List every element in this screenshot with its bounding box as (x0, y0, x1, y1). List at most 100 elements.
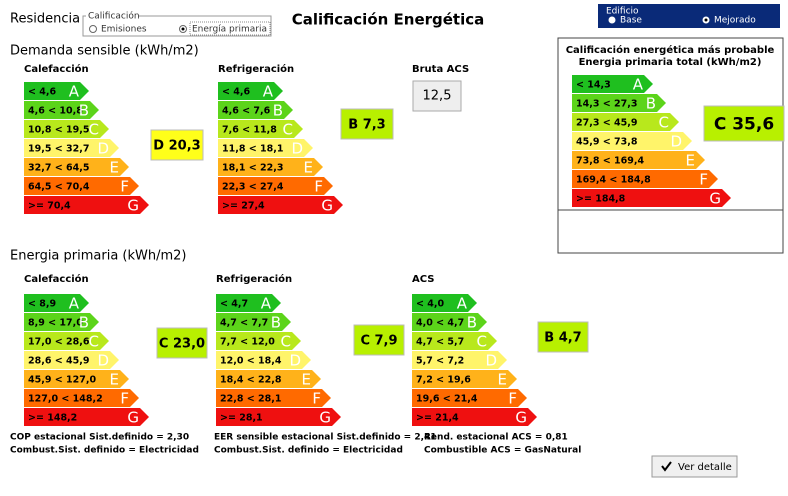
rating-bar (412, 332, 497, 350)
rating-letter: G (709, 190, 721, 208)
rating-value: B 4,7 (544, 331, 581, 346)
ver-detalle-button[interactable] (651, 455, 738, 478)
range-label: 22,8 < 28,1 (220, 394, 281, 405)
range-label: 5,7 < 7,2 (416, 356, 464, 367)
rating-letter: C (89, 333, 99, 351)
rating-letter: D (485, 352, 497, 370)
rating-letter: D (97, 140, 109, 158)
radio-mejorado-label[interactable]: Mejorado (714, 16, 756, 26)
rating-letter: B (467, 314, 477, 332)
rating-bar (24, 389, 139, 407)
rating-letter: G (127, 409, 139, 427)
acs-box (412, 80, 462, 112)
rating-letter: B (646, 95, 656, 113)
range-label: 45,9 < 73,8 (576, 137, 638, 148)
range-label: < 14,3 (576, 80, 611, 91)
rating-box (353, 324, 405, 356)
rating-bar (24, 294, 89, 312)
rating-value: C 23,0 (159, 337, 205, 352)
rating-bar (216, 408, 341, 426)
scale-title: Refrigeración (216, 273, 292, 285)
range-label: 169,4 < 184,8 (576, 175, 651, 186)
range-label: 11,8 < 18,1 (222, 144, 283, 155)
range-label: >= 28,1 (220, 413, 263, 424)
rating-letter: E (686, 152, 695, 170)
edificio-group (598, 4, 780, 28)
rating-letter: F (312, 390, 321, 408)
range-label: 45,9 < 127,0 (28, 375, 96, 386)
rating-value: C 7,9 (360, 334, 397, 349)
range-label: 127,0 < 148,2 (28, 394, 103, 405)
rating-bar (218, 82, 283, 100)
range-label: 14,3 < 27,3 (576, 99, 637, 110)
rating-bar (572, 113, 679, 131)
range-label: 19,6 < 21,4 (416, 394, 478, 405)
radio-mejorado-dot (704, 18, 708, 22)
rating-letter: E (304, 159, 313, 177)
rating-bar (24, 351, 119, 369)
range-label: 7,6 < 11,8 (222, 125, 277, 136)
rating-bar (572, 170, 718, 188)
rating-letter: D (291, 140, 303, 158)
acs-title: Bruta ACS (412, 64, 469, 75)
rating-bar (24, 370, 129, 388)
range-label: 18,4 < 22,8 (220, 375, 282, 386)
total-title: Calificación energética más probable (566, 44, 775, 56)
system-note: Combustible ACS = GasNatural (424, 446, 581, 456)
rating-letter: F (120, 178, 129, 196)
rating-bar (218, 139, 313, 157)
ver-detalle-label[interactable]: Ver detalle (678, 462, 732, 473)
rating-letter: F (120, 390, 129, 408)
rating-letter: A (263, 83, 274, 101)
range-label: 28,6 < 45,9 (28, 356, 89, 367)
range-label: 4,0 < 4,7 (416, 318, 464, 329)
rating-letter: E (110, 371, 119, 389)
range-label: < 4,6 (28, 87, 56, 98)
rating-bar (216, 332, 301, 350)
range-label: >= 70,4 (28, 201, 71, 212)
rating-box (156, 327, 208, 359)
radio-emisiones-label[interactable]: Emisiones (101, 25, 147, 35)
range-label: < 4,7 (220, 299, 248, 310)
page-title: Calificación Energética (292, 11, 485, 29)
radio-emisiones[interactable] (89, 25, 97, 33)
range-label: >= 184,8 (576, 194, 626, 205)
range-label: 32,7 < 64,5 (28, 163, 89, 174)
rating-bar (412, 313, 487, 331)
rating-letter: D (670, 133, 682, 151)
rating-bar (412, 408, 537, 426)
rating-bar (412, 389, 527, 407)
rating-box (340, 108, 394, 140)
radio-energia-label[interactable]: Energía primaria (192, 25, 267, 35)
rating-letter: G (515, 409, 527, 427)
system-note: EER sensible estacional Sist.definido = … (214, 433, 437, 443)
rating-letter: B (273, 102, 283, 120)
range-label: < 4,6 (222, 87, 250, 98)
rating-bar (24, 177, 139, 195)
rating-bar (216, 294, 281, 312)
range-label: 17,0 < 28,6 (28, 337, 90, 348)
rating-bar (572, 75, 653, 93)
rating-letter: A (633, 76, 644, 94)
rating-letter: B (79, 102, 89, 120)
range-label: < 8,9 (28, 299, 56, 310)
rating-bar (412, 294, 477, 312)
rating-letter: D (97, 352, 109, 370)
rating-box (150, 129, 204, 161)
rating-bar (24, 101, 99, 119)
total-title: Energia primaria total (kWh/m2) (579, 57, 762, 68)
radio-base-label[interactable]: Base (620, 16, 642, 26)
rating-bar (218, 101, 293, 119)
radio-base[interactable] (608, 16, 616, 24)
acs-value: 12,5 (423, 89, 452, 104)
radio-energia-dot (181, 27, 185, 31)
rating-letter: A (69, 83, 80, 101)
rating-value: C 35,6 (714, 115, 774, 135)
rating-bar (24, 158, 129, 176)
rating-letter: F (699, 171, 708, 189)
rating-bar (412, 351, 507, 369)
rating-letter: F (508, 390, 517, 408)
system-note: COP estacional Sist.definido = 2,30 (10, 433, 189, 443)
